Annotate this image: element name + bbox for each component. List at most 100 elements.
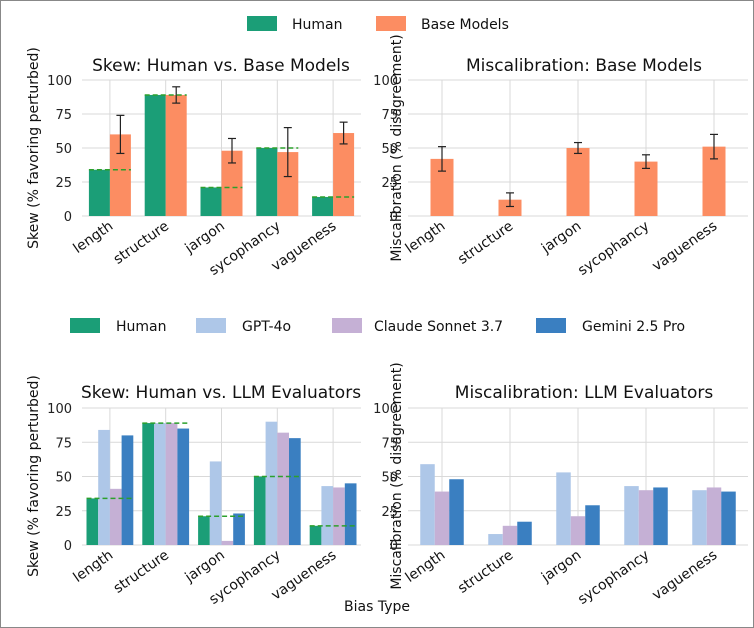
legend-swatch-base-models [376,16,406,31]
y-tick-label: 25 [381,176,398,191]
error-bar [710,133,718,160]
y-tick-label: 50 [55,471,72,486]
y-tick-label: 75 [381,436,398,451]
legend-label-base-models: Base Models [421,17,509,33]
panel-title: Miscalibration: LLM Evaluators [455,383,714,403]
error-bar [116,114,125,155]
error-bar [339,121,348,145]
bar-gpt-4o-vagueness [692,490,707,545]
y-tick-label: 75 [55,436,72,451]
bar-base-models-length [109,134,131,216]
legend-label-gemini: Gemini 2.5 Pro [582,319,685,335]
bar-human-length [88,169,110,216]
y-axis-label: Skew (% favoring perturbed) [26,47,42,249]
bar-gemini-2-5-pro-sycophancy [289,438,301,545]
bar-gemini-2-5-pro-length [449,479,464,545]
bar-human-structure [142,423,154,545]
bar-base-models-jargon [221,150,243,216]
bar-gemini-2-5-pro-vagueness [721,491,736,545]
y-tick-label: 50 [381,471,398,486]
bar-gpt-4o-sycophancy [624,486,639,545]
bar-claude-sonnet-3-7-sycophancy [638,490,654,545]
y-tick-label: 100 [47,74,72,89]
bar-human-sycophancy [253,476,266,545]
bar-claude-sonnet-3-7-structure [165,423,178,545]
y-tick-label: 0 [390,210,398,225]
bar-gemini-2-5-pro-structure [177,428,190,545]
bar-gpt-4o-length [98,429,110,545]
bar-claude-sonnet-3-7-sycophancy [277,432,289,545]
y-tick-label: 75 [381,108,398,123]
bar-gpt-4o-length [420,464,435,545]
bar-gemini-2-5-pro-structure [517,521,532,545]
y-axis-label: Miscalibration (% disagreement) [389,362,405,589]
legend-label-gpt4o: GPT-4o [242,319,291,335]
panel-skew-base: Skew: Human vs. Base Models Skew (% favo… [26,47,361,279]
error-bar [506,192,514,208]
bar-claude-sonnet-3-7-jargon [221,540,234,545]
legend-swatch-gpt4o [196,318,226,333]
bar-gpt-4o-sycophancy [265,421,278,545]
bars [86,421,357,545]
legend-top: Human Base Models [247,16,509,33]
bar-base-models-sycophancy [277,152,299,216]
y-tick-label: 0 [64,539,72,554]
bar-gemini-2-5-pro-jargon [233,513,245,545]
bar-human-vagueness [312,196,334,216]
y-tick-label: 25 [381,505,398,520]
legend-mid: Human GPT-4o Claude Sonnet 3.7 Gemini 2.… [70,318,685,335]
bar-base-models-length [430,158,454,216]
bar-claude-sonnet-3-7-length [434,491,450,545]
bar-gpt-4o-jargon [556,472,571,545]
bar-human-jargon [200,187,222,216]
bar-claude-sonnet-3-7-length [109,488,122,545]
bar-base-models-structure [165,94,187,216]
panel-miscal-llm: Miscalibration: LLM Evaluators Miscalibr… [373,362,748,608]
legend-label-human: Human [292,17,343,33]
bar-base-models-sycophancy [634,161,658,216]
bar-base-models-structure [498,199,522,216]
bars [420,464,736,545]
legend-swatch-claude [332,318,362,333]
bar-base-models-vagueness [702,146,726,216]
bar-base-models-vagueness [333,133,355,216]
legend-swatch-human [247,16,277,31]
bar-gpt-4o-structure [154,423,166,545]
y-tick-label: 100 [373,74,398,89]
panel-title: Skew: Human vs. LLM Evaluators [81,383,361,403]
y-tick-label: 0 [390,539,398,554]
y-tick-label: 50 [55,142,72,157]
y-tick-label: 0 [64,210,72,225]
error-bar [642,154,650,169]
legend-label-claude: Claude Sonnet 3.7 [374,319,503,335]
bars [88,86,355,216]
bar-claude-sonnet-3-7-vagueness [333,487,345,545]
bar-human-sycophancy [256,148,278,216]
bar-gemini-2-5-pro-vagueness [344,483,357,545]
legend-swatch-gemini [536,318,566,333]
bar-claude-sonnet-3-7-jargon [570,516,586,545]
bar-human-length [86,498,99,545]
bar-gpt-4o-jargon [209,461,222,545]
x-axis-label: Bias Type [344,599,410,615]
y-axis-label: Skew (% favoring perturbed) [26,375,42,577]
bar-base-models-jargon [566,148,590,216]
y-tick-label: 25 [55,505,72,520]
error-bar [172,86,181,104]
y-tick-label: 100 [373,402,398,417]
bar-gemini-2-5-pro-sycophancy [653,487,668,545]
y-tick-label: 100 [47,402,72,417]
panel-title: Skew: Human vs. Base Models [92,56,350,76]
bar-gemini-2-5-pro-jargon [585,505,600,545]
error-bar [574,141,582,155]
error-bar [283,126,292,178]
panel-title: Miscalibration: Base Models [466,56,702,76]
y-tick-label: 50 [381,142,398,157]
bar-human-jargon [198,516,210,545]
bar-gpt-4o-structure [488,534,503,545]
y-tick-label: 25 [55,176,72,191]
error-bar [438,146,446,172]
legend-label-human: Human [116,319,167,335]
bar-gemini-2-5-pro-length [121,435,134,545]
